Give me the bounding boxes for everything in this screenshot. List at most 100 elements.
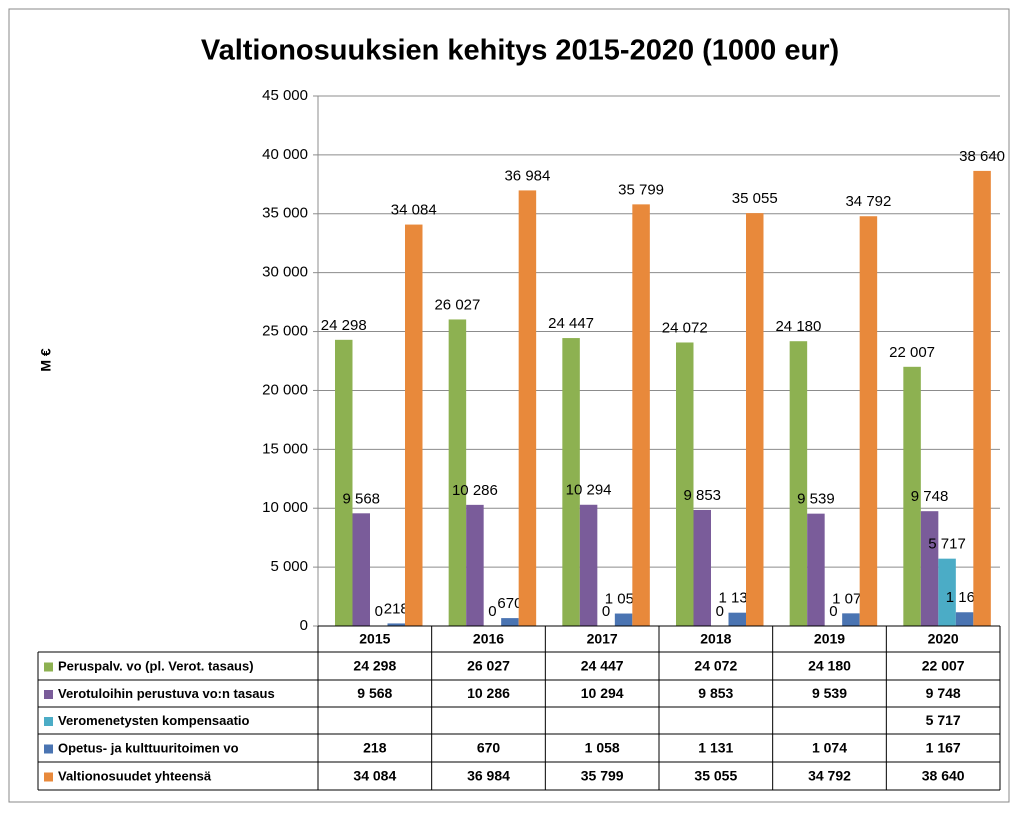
table-cell: 1 167	[926, 740, 961, 756]
x-tick-label: 2016	[473, 631, 504, 647]
data-label: 218	[384, 600, 409, 617]
x-tick-label: 2018	[700, 631, 731, 647]
bar	[614, 613, 633, 626]
table-cell: 24 072	[694, 658, 737, 674]
table-cell: 5 717	[926, 712, 961, 728]
data-label: 24 072	[662, 319, 708, 336]
table-cell: 670	[477, 740, 501, 756]
bar	[448, 319, 467, 626]
table-cell: 24 180	[808, 658, 851, 674]
data-label: 24 180	[775, 318, 821, 335]
table-cell: 218	[363, 740, 387, 756]
y-tick-label: 0	[300, 617, 308, 634]
table-cell: 34 084	[353, 768, 396, 784]
data-label: 38 640	[959, 148, 1005, 165]
table-cell: 1 074	[812, 740, 847, 756]
legend-swatch	[44, 662, 53, 672]
data-label: 10 286	[452, 482, 498, 499]
legend-swatch	[44, 772, 53, 782]
table-cell: 36 984	[467, 768, 510, 784]
y-tick-label: 20 000	[262, 381, 308, 398]
bar	[920, 511, 939, 626]
table-cell: 9 568	[357, 685, 392, 701]
frame	[8, 8, 1010, 803]
bar	[579, 504, 598, 626]
table-cell: 24 447	[581, 658, 624, 674]
data-label: 0	[375, 603, 383, 620]
legend-label: Veromenetysten kompensaatio	[58, 713, 250, 728]
bar	[501, 618, 519, 626]
bar	[728, 612, 746, 626]
data-label: 0	[829, 603, 837, 620]
bar	[842, 613, 860, 626]
bar	[466, 504, 484, 626]
bar	[973, 170, 991, 626]
legend-swatch	[44, 690, 53, 699]
data-label: 35 055	[732, 190, 778, 207]
data-label: 34 792	[845, 193, 891, 210]
table-cell: 35 799	[581, 768, 624, 784]
y-tick-label: 45 000	[262, 87, 308, 104]
bar	[807, 513, 825, 626]
table-cell: 34 792	[808, 768, 851, 784]
y-tick-label: 15 000	[262, 440, 308, 457]
data-label: 0	[716, 603, 724, 620]
data-label: 9 748	[911, 488, 949, 505]
bar	[789, 341, 808, 626]
bar	[405, 224, 423, 626]
y-axis-label: M €	[38, 348, 54, 372]
data-label: 35 799	[618, 181, 664, 198]
data-label: 9 568	[342, 490, 380, 507]
x-tick-label: 2017	[587, 631, 618, 647]
data-label: 670	[497, 595, 522, 612]
data-label: 9 853	[683, 487, 721, 504]
x-tick-label: 2019	[814, 631, 845, 647]
y-tick-label: 30 000	[262, 264, 308, 281]
table-cell: 22 007	[922, 658, 965, 674]
data-label: 0	[488, 603, 496, 620]
x-tick-label: 2020	[928, 631, 959, 647]
bar	[938, 558, 956, 626]
bar	[746, 213, 764, 626]
y-tick-label: 35 000	[262, 205, 308, 222]
legend-label: Verotuloihin perustuva vo:n tasaus	[58, 686, 275, 701]
data-label: 9 539	[797, 491, 835, 508]
bar	[518, 190, 537, 627]
table-cell: 10 294	[581, 685, 624, 701]
table-cell: 10 286	[467, 685, 510, 701]
table-cell: 26 027	[467, 658, 510, 674]
data-label: 36 984	[504, 167, 550, 184]
legend-swatch	[44, 717, 53, 726]
table-cell: 35 055	[694, 768, 737, 784]
bar	[693, 509, 711, 626]
y-tick-label: 5 000	[270, 558, 308, 575]
bar	[632, 204, 650, 626]
bar	[903, 366, 921, 626]
y-tick-label: 25 000	[262, 323, 308, 340]
data-label: 26 027	[434, 296, 480, 313]
data-label: 24 447	[548, 315, 594, 332]
y-tick-label: 10 000	[262, 499, 308, 516]
bar	[387, 623, 405, 626]
bar	[955, 612, 974, 626]
table-cell: 24 298	[353, 658, 396, 674]
chart-title: Valtionosuuksien kehitys 2015-2020 (1000…	[201, 35, 839, 67]
y-tick-label: 40 000	[262, 146, 308, 163]
bar	[352, 513, 370, 626]
bar	[676, 342, 694, 626]
legend-label: Opetus- ja kulttuuritoimen vo	[58, 740, 239, 755]
data-label: 34 084	[391, 202, 437, 219]
data-label: 24 298	[321, 317, 367, 334]
table-cell: 9 853	[698, 685, 733, 701]
data-label: 0	[602, 603, 610, 620]
bar	[562, 338, 580, 626]
table-cell: 1 131	[698, 740, 733, 756]
legend-label: Valtionosuudet yhteensä	[58, 768, 212, 783]
bar	[335, 339, 353, 626]
legend-label: Peruspalv. vo (pl. Verot. tasaus)	[58, 658, 254, 673]
table-cell: 1 058	[585, 740, 620, 756]
table-cell: 9 748	[926, 685, 961, 701]
data-label: 10 294	[566, 482, 612, 499]
table-cell: 38 640	[922, 768, 965, 784]
